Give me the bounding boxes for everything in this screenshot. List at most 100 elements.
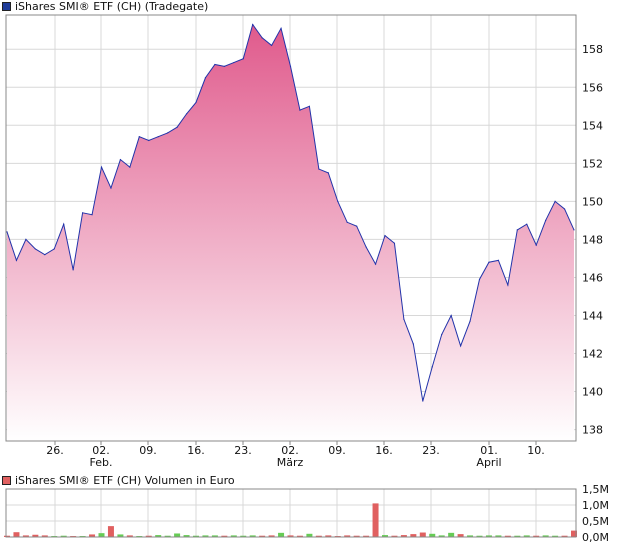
- price-point: [34, 248, 36, 250]
- price-point: [6, 231, 8, 233]
- volume-bar: [372, 503, 379, 537]
- volume-bar: [13, 532, 20, 537]
- price-point: [72, 269, 74, 271]
- volume-legend: iShares SMI® ETF (CH) Volumen in Euro: [2, 474, 235, 487]
- volume-bar: [552, 535, 559, 537]
- volume-bar: [448, 532, 455, 537]
- price-point: [365, 246, 367, 248]
- price-point: [573, 229, 575, 231]
- price-point: [299, 109, 301, 111]
- price-point: [545, 219, 547, 221]
- price-point: [195, 101, 197, 104]
- volume-bar: [155, 535, 162, 537]
- volume-y-tick-label: 1,0M: [582, 499, 609, 512]
- price-point: [100, 166, 103, 168]
- volume-bar: [306, 533, 313, 537]
- price-point: [280, 27, 282, 29]
- price-point: [214, 63, 216, 66]
- price-point: [318, 168, 320, 170]
- volume-bar: [89, 534, 96, 537]
- price-point: [478, 278, 481, 280]
- price-point: [497, 259, 499, 261]
- volume-bar: [533, 535, 540, 537]
- volume-bar: [400, 535, 407, 537]
- price-point: [157, 136, 159, 138]
- volume-bar: [353, 535, 360, 537]
- y-tick-label: 156: [582, 81, 603, 94]
- volume-bar: [476, 535, 483, 537]
- price-point: [384, 235, 386, 237]
- volume-bar: [259, 535, 266, 537]
- price-point: [431, 366, 433, 368]
- volume-bar: [174, 533, 181, 537]
- price-point: [44, 254, 46, 256]
- price-point: [138, 136, 140, 138]
- y-tick-label: 142: [582, 348, 603, 361]
- price-point: [327, 172, 329, 174]
- price-point: [204, 77, 207, 79]
- price-point: [289, 65, 292, 67]
- price-legend-swatch: [2, 2, 11, 11]
- volume-bar: [419, 532, 426, 537]
- volume-bar: [429, 533, 436, 537]
- price-point: [233, 61, 235, 64]
- x-month-label: April: [476, 456, 501, 469]
- price-point: [356, 225, 358, 227]
- price-point: [441, 333, 443, 336]
- volume-y-tick-label: 1,5M: [582, 483, 609, 496]
- price-point: [526, 223, 528, 225]
- volume-bar: [164, 535, 171, 537]
- volume-bar: [391, 535, 398, 537]
- price-point: [271, 44, 273, 47]
- volume-bar: [268, 535, 275, 537]
- volume-bar: [211, 535, 218, 537]
- volume-bar: [325, 535, 332, 537]
- price-point: [242, 58, 244, 60]
- y-tick-label: 138: [582, 424, 603, 437]
- price-point: [308, 105, 310, 107]
- volume-bar: [382, 535, 388, 537]
- volume-bar: [221, 535, 228, 537]
- volume-bar: [504, 535, 511, 537]
- price-area: [7, 24, 574, 441]
- volume-bar: [523, 535, 530, 537]
- x-tick-label: 09.: [139, 444, 157, 457]
- volume-legend-label: iShares SMI® ETF (CH) Volumen in Euro: [15, 474, 235, 487]
- volume-bar: [22, 535, 29, 537]
- volume-bar: [457, 534, 464, 537]
- x-month-label: Feb.: [90, 456, 113, 469]
- x-tick-label: 23.: [422, 444, 440, 457]
- y-tick-label: 144: [582, 309, 603, 322]
- price-point: [252, 23, 254, 26]
- y-tick-label: 158: [582, 43, 603, 56]
- price-point: [167, 132, 169, 134]
- price-point: [535, 244, 537, 246]
- volume-bar: [542, 535, 549, 537]
- x-tick-label: 10.: [527, 444, 545, 457]
- y-tick-label: 150: [582, 195, 603, 208]
- price-point: [337, 200, 339, 202]
- x-month-label: März: [277, 456, 304, 469]
- volume-bar: [467, 535, 474, 537]
- price-point: [82, 212, 84, 214]
- volume-bar: [315, 535, 322, 537]
- x-tick-label: 16.: [187, 444, 205, 457]
- x-tick-label: 02.: [281, 444, 299, 457]
- x-tick-label: 01.: [480, 444, 498, 457]
- price-point: [374, 263, 377, 265]
- volume-bar: [571, 530, 577, 537]
- price-point: [507, 284, 509, 286]
- y-tick-label: 152: [582, 157, 603, 170]
- volume-bar: [32, 534, 39, 537]
- x-tick-label: 23.: [234, 444, 252, 457]
- price-point: [554, 200, 556, 202]
- price-point: [460, 345, 462, 347]
- volume-bar: [344, 535, 351, 537]
- price-legend-label: iShares SMI® ETF (CH) (Tradegate): [15, 0, 209, 13]
- price-point: [176, 126, 178, 128]
- volume-bar: [410, 534, 417, 537]
- y-tick-label: 154: [582, 119, 603, 132]
- price-point: [412, 343, 414, 345]
- volume-bar: [296, 535, 303, 537]
